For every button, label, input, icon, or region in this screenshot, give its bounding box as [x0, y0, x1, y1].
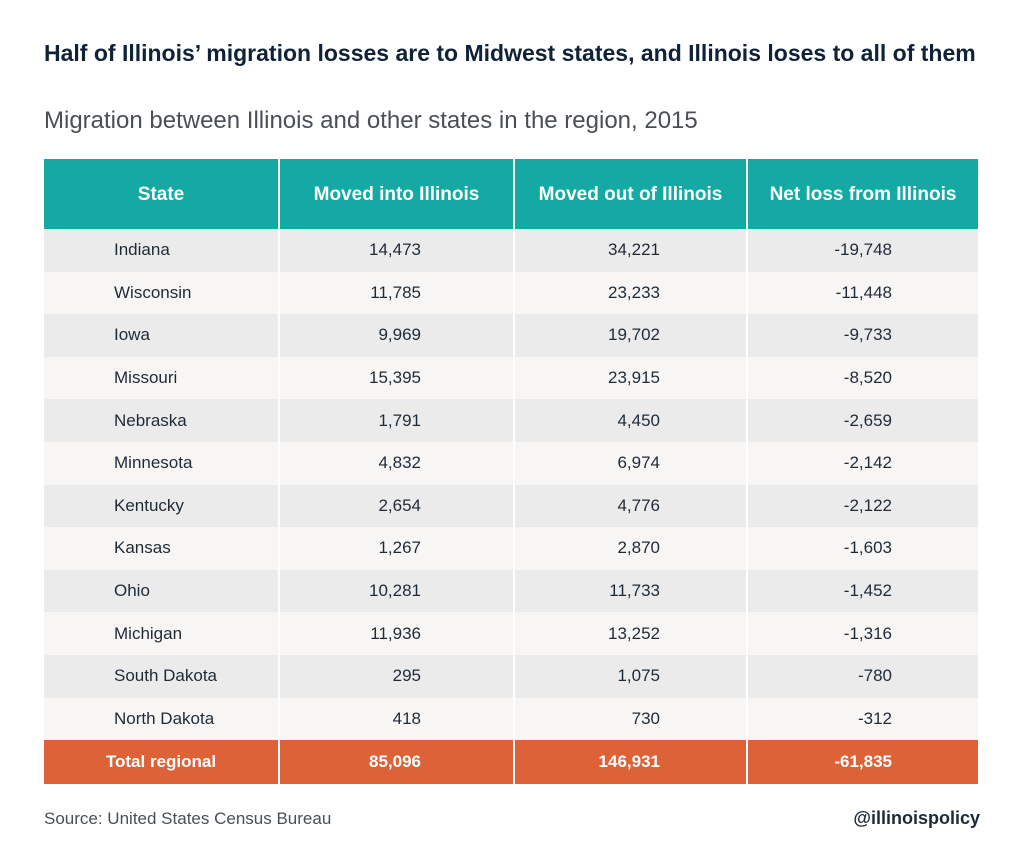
net-loss-cell: -2,142 [747, 441, 978, 485]
state-cell: Michigan [44, 612, 280, 655]
moved-in-cell: 15,395 [279, 356, 515, 400]
chart-subtitle: Migration between Illinois and other sta… [44, 107, 698, 134]
table-row: Iowa 9,969 19,702 -9,733 [44, 314, 978, 357]
net-loss-cell: -2,659 [747, 399, 978, 442]
state-cell: Kansas [44, 527, 280, 570]
moved-in-cell: 4,832 [279, 441, 515, 485]
total-moved-in: 85,096 [279, 740, 515, 785]
column-header-net-loss: Net loss from Illinois [747, 159, 978, 229]
moved-out-cell: 4,776 [514, 484, 748, 528]
moved-in-cell: 11,936 [279, 612, 515, 655]
table-row: Missouri 15,395 23,915 -8,520 [44, 356, 978, 400]
state-cell: Kentucky [44, 484, 280, 528]
net-loss-cell: -312 [747, 697, 978, 741]
table-body: Indiana 14,473 34,221 -19,748 Wisconsin 11,78… [44, 229, 978, 741]
moved-out-cell: 2,870 [514, 527, 748, 570]
moved-out-cell: 6,974 [514, 441, 748, 485]
table-row: Ohio 10,281 11,733 -1,452 [44, 569, 978, 613]
moved-in-cell: 10,281 [279, 569, 515, 613]
moved-out-cell: 19,702 [514, 314, 748, 357]
state-cell: Wisconsin [44, 271, 280, 315]
table-row: North Dakota 418 730 -312 [44, 697, 978, 741]
net-loss-cell: -2,122 [747, 484, 978, 528]
net-loss-cell: -11,448 [747, 271, 978, 315]
net-loss-cell: -780 [747, 654, 978, 698]
table-row: Wisconsin 11,785 23,233 -11,448 [44, 271, 978, 315]
total-net-loss: -61,835 [747, 740, 978, 785]
state-cell: Ohio [44, 569, 280, 613]
moved-in-cell: 11,785 [279, 271, 515, 315]
state-cell: Minnesota [44, 441, 280, 485]
total-moved-out: 146,931 [514, 740, 748, 785]
moved-in-cell: 9,969 [279, 314, 515, 357]
moved-in-cell: 2,654 [279, 484, 515, 528]
state-cell: Missouri [44, 356, 280, 400]
moved-out-cell: 1,075 [514, 654, 748, 698]
column-header-state: State [44, 159, 280, 229]
net-loss-cell: -1,316 [747, 612, 978, 655]
table-row: Kansas 1,267 2,870 -1,603 [44, 527, 978, 570]
moved-out-cell: 11,733 [514, 569, 748, 613]
moved-out-cell: 34,221 [514, 229, 748, 272]
column-header-moved-out: Moved out of Illinois [514, 159, 748, 229]
moved-in-cell: 418 [279, 697, 515, 741]
state-cell: North Dakota [44, 697, 280, 741]
moved-in-cell: 1,267 [279, 527, 515, 570]
table-row: Minnesota 4,832 6,974 -2,142 [44, 441, 978, 485]
moved-out-cell: 4,450 [514, 399, 748, 442]
brand-handle: @illinoispolicy [853, 808, 980, 828]
table-row: Kentucky 2,654 4,776 -2,122 [44, 484, 978, 528]
moved-in-cell: 14,473 [279, 229, 515, 272]
moved-out-cell: 13,252 [514, 612, 748, 655]
net-loss-cell: -8,520 [747, 356, 978, 400]
table-row: Michigan 11,936 13,252 -1,316 [44, 612, 978, 655]
moved-out-cell: 730 [514, 697, 748, 741]
state-cell: Nebraska [44, 399, 280, 442]
total-label: Total regional [44, 740, 280, 785]
column-header-moved-in: Moved into Illinois [279, 159, 515, 229]
state-cell: Indiana [44, 229, 280, 272]
migration-table: State Moved into Illinois Moved out of I… [44, 159, 978, 785]
state-cell: Iowa [44, 314, 280, 357]
moved-in-cell: 1,791 [279, 399, 515, 442]
moved-out-cell: 23,233 [514, 271, 748, 315]
chart-title: Half of Illinois’ migration losses are t… [44, 40, 976, 66]
moved-out-cell: 23,915 [514, 356, 748, 400]
net-loss-cell: -19,748 [747, 229, 978, 272]
state-cell: South Dakota [44, 654, 280, 698]
table-row: Indiana 14,473 34,221 -19,748 [44, 229, 978, 272]
source-note: Source: United States Census Bureau [44, 809, 332, 828]
table-row: Nebraska 1,791 4,450 -2,659 [44, 399, 978, 442]
table-row: South Dakota 295 1,075 -780 [44, 654, 978, 698]
net-loss-cell: -9,733 [747, 314, 978, 357]
net-loss-cell: -1,452 [747, 569, 978, 613]
net-loss-cell: -1,603 [747, 527, 978, 570]
header-row: State Moved into Illinois Moved out of I… [44, 159, 978, 229]
moved-in-cell: 295 [279, 654, 515, 698]
total-row: Total regional 85,096 146,931 -61,835 [44, 740, 978, 785]
